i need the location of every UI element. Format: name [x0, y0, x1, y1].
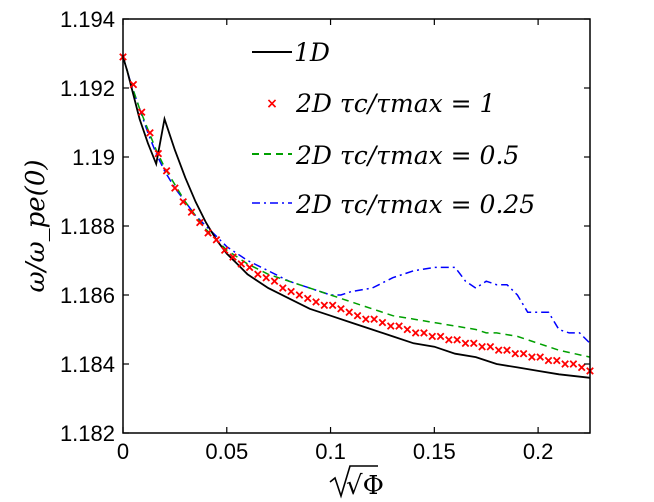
series-layer	[119, 53, 594, 379]
legend-swatch-2d-1: ×	[266, 96, 278, 112]
data-point-marker	[254, 270, 262, 279]
series-2d-c-max-1-markers	[119, 53, 594, 375]
series-1d-line	[122, 56, 591, 379]
data-point-marker	[461, 339, 470, 348]
data-point-marker	[503, 346, 511, 355]
x-tick-label: 0.2	[523, 439, 554, 464]
data-point-marker	[220, 246, 229, 254]
data-point-marker	[536, 353, 545, 361]
data-point-marker	[270, 277, 279, 286]
data-point-marker	[511, 349, 520, 358]
data-point-marker	[445, 336, 453, 344]
data-point-marker	[162, 166, 171, 175]
data-point-marker	[146, 129, 154, 137]
data-point-marker	[494, 346, 503, 355]
data-point-marker	[436, 332, 445, 341]
data-point-marker	[519, 349, 528, 358]
data-point-marker	[137, 108, 146, 116]
x-axis-label-text: √Φ	[346, 471, 384, 501]
data-point-marker	[303, 294, 312, 303]
legend: 1D × 2D τc/τmax = 1 2D τc/τmax = 0.5 2D …	[252, 38, 535, 219]
y-tick-label: 1.182	[60, 421, 115, 446]
data-point-marker	[328, 301, 337, 310]
data-point-marker	[577, 363, 586, 372]
data-point-marker	[478, 342, 486, 351]
data-point-marker	[287, 287, 295, 296]
data-point-marker	[395, 322, 403, 330]
data-point-marker	[469, 339, 478, 348]
data-point-marker	[428, 332, 437, 341]
data-point-marker	[544, 356, 553, 365]
data-point-marker	[278, 284, 287, 292]
data-point-marker	[262, 273, 271, 282]
data-point-marker	[453, 336, 462, 344]
data-point-marker	[171, 184, 179, 192]
y-tick-label: 1.192	[60, 76, 115, 101]
data-point-marker	[295, 291, 304, 299]
data-point-marker	[353, 311, 362, 320]
legend-label-2d-1: 2D τc/τmax = 1	[295, 89, 495, 118]
data-point-marker	[528, 353, 536, 361]
x-axis-label: √Φ	[329, 465, 384, 501]
ticks-layer: 0 0.05 0.1 0.15 0.2 1.182 1.184 1.186 1.188 1.19 1…	[60, 7, 590, 464]
data-point-marker	[195, 218, 204, 227]
y-tick-label: 1.186	[60, 283, 115, 308]
data-point-marker	[187, 208, 196, 217]
x-tick-label: 0	[117, 439, 129, 464]
data-point-marker	[245, 263, 254, 272]
data-point-marker	[337, 304, 345, 313]
legend-label-1d: 1D	[294, 38, 330, 67]
data-point-marker	[320, 301, 329, 310]
x-tick-label: 0.15	[413, 439, 456, 464]
data-point-marker	[129, 80, 138, 89]
data-point-marker	[362, 315, 370, 323]
data-point-marker	[420, 329, 428, 337]
data-point-marker	[179, 198, 188, 206]
data-point-marker	[561, 360, 569, 368]
y-tick-label: 1.188	[60, 214, 115, 239]
data-point-marker	[378, 318, 387, 327]
data-point-marker	[154, 149, 163, 158]
x-tick-label: 0.05	[205, 439, 248, 464]
y-tick-label: 1.194	[60, 7, 115, 32]
legend-label-2d-0.5: 2D τc/τmax = 0.5	[295, 141, 519, 170]
data-point-marker	[486, 342, 495, 351]
data-point-marker	[237, 260, 246, 268]
sqrt-radical-icon	[329, 465, 378, 499]
y-tick-label: 1.184	[60, 352, 115, 377]
legend-label-2d-0.25: 2D τc/τmax = 0.25	[295, 190, 535, 219]
series-2d-c-max-0.5-line	[122, 56, 591, 358]
x-tick-label: 0.1	[315, 439, 346, 464]
data-point-marker	[552, 356, 561, 365]
data-point-marker	[229, 253, 237, 261]
data-point-marker	[212, 235, 221, 244]
data-point-marker	[386, 322, 395, 330]
data-point-marker	[411, 329, 420, 337]
data-point-marker	[370, 315, 378, 323]
y-axis-label: ω/ω_pe(0)	[21, 159, 51, 292]
data-point-marker	[569, 360, 578, 368]
data-point-marker	[403, 325, 412, 334]
data-point-marker	[204, 229, 212, 237]
data-point-marker	[312, 298, 320, 306]
y-tick-label: 1.19	[72, 145, 115, 170]
data-point-marker	[345, 308, 354, 317]
plot-background	[123, 19, 590, 433]
